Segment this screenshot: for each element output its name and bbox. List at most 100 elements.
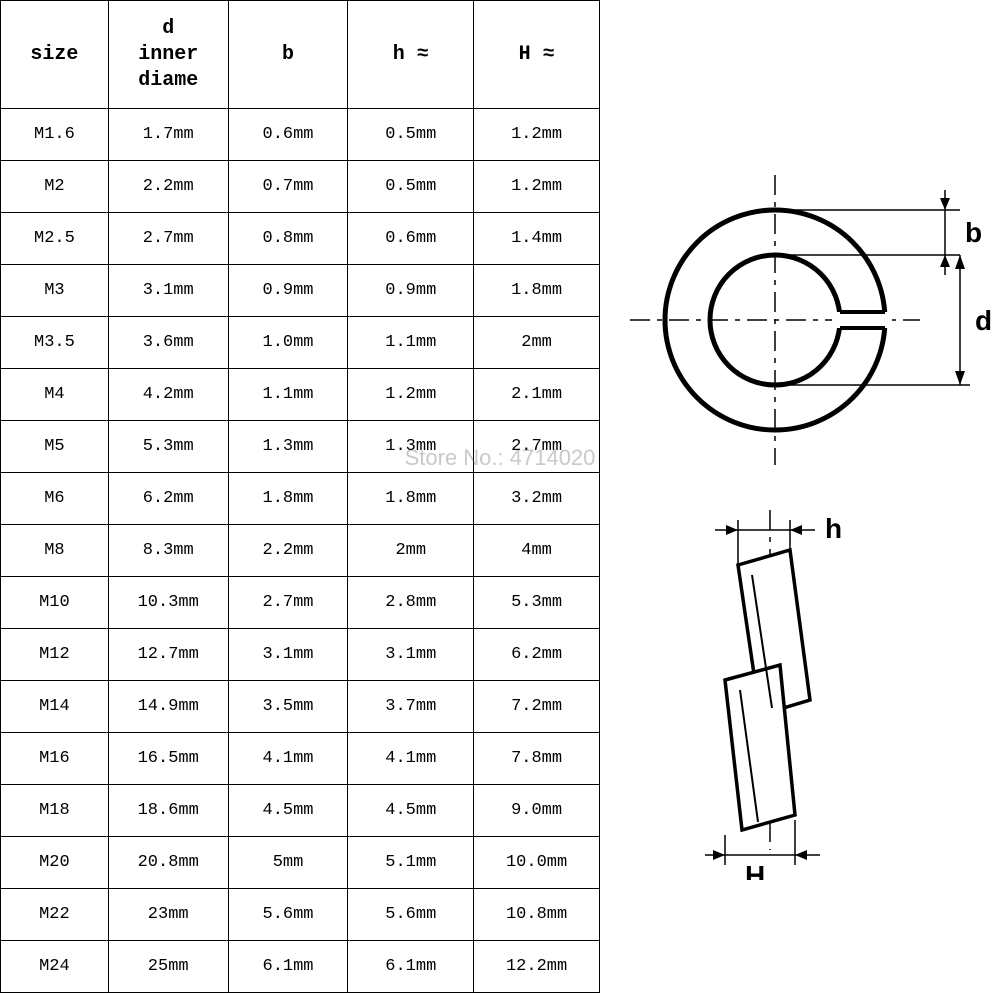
table-cell: 12.2mm: [474, 941, 600, 993]
table-cell: 2mm: [474, 317, 600, 369]
table-cell: 1.2mm: [348, 369, 474, 421]
table-cell: M10: [1, 577, 109, 629]
spec-table: size dinnerdiame b h ≈ H ≈ M1.61.7mm0.6m…: [0, 0, 600, 993]
split-gap-mask: [832, 312, 892, 328]
table-header-row: size dinnerdiame b h ≈ H ≈: [1, 1, 600, 109]
table-cell: 2mm: [348, 525, 474, 577]
table-cell: 5.6mm: [348, 889, 474, 941]
table-cell: 9.0mm: [474, 785, 600, 837]
dim-d-arrow1: [955, 255, 965, 269]
table-cell: M16: [1, 733, 109, 785]
table-cell: 6.2mm: [108, 473, 228, 525]
table-cell: 18.6mm: [108, 785, 228, 837]
table-cell: M1.6: [1, 109, 109, 161]
table-row: M2425mm6.1mm6.1mm12.2mm: [1, 941, 600, 993]
table-cell: 2.2mm: [108, 161, 228, 213]
table-cell: M4: [1, 369, 109, 421]
col-size: size: [1, 1, 109, 109]
table-cell: M20: [1, 837, 109, 889]
diagram-area: b d h: [600, 0, 1000, 1000]
table-cell: 4.5mm: [228, 785, 348, 837]
table-cell: 3.1mm: [348, 629, 474, 681]
table-cell: 0.7mm: [228, 161, 348, 213]
table-cell: 2.7mm: [108, 213, 228, 265]
table-cell: 5.6mm: [228, 889, 348, 941]
table-row: M2.52.7mm0.8mm0.6mm1.4mm: [1, 213, 600, 265]
table-cell: 5.3mm: [108, 421, 228, 473]
table-cell: 7.2mm: [474, 681, 600, 733]
col-d: dinnerdiame: [108, 1, 228, 109]
table-cell: 25mm: [108, 941, 228, 993]
table-cell: 0.5mm: [348, 161, 474, 213]
table-body: M1.61.7mm0.6mm0.5mm1.2mmM22.2mm0.7mm0.5m…: [1, 109, 600, 993]
table-row: M66.2mm1.8mm1.8mm3.2mm: [1, 473, 600, 525]
table-cell: 2.8mm: [348, 577, 474, 629]
table-row: M1414.9mm3.5mm3.7mm7.2mm: [1, 681, 600, 733]
label-h: h: [825, 513, 842, 544]
table-cell: M24: [1, 941, 109, 993]
label-b: b: [965, 217, 982, 248]
table-cell: 2.7mm: [228, 577, 348, 629]
table-row: M1616.5mm4.1mm4.1mm7.8mm: [1, 733, 600, 785]
table-row: M3.53.6mm1.0mm1.1mm2mm: [1, 317, 600, 369]
washer-side-view-diagram: h H: [630, 480, 980, 880]
table-cell: 23mm: [108, 889, 228, 941]
table-cell: 0.8mm: [228, 213, 348, 265]
table-cell: 14.9mm: [108, 681, 228, 733]
table-cell: M6: [1, 473, 109, 525]
dim-b-arrow1: [940, 198, 950, 210]
table-cell: 0.5mm: [348, 109, 474, 161]
table-cell: M18: [1, 785, 109, 837]
table-cell: 3.2mm: [474, 473, 600, 525]
table-cell: 1.2mm: [474, 109, 600, 161]
table-cell: 8.3mm: [108, 525, 228, 577]
table-cell: 16.5mm: [108, 733, 228, 785]
table-row: M2223mm5.6mm5.6mm10.8mm: [1, 889, 600, 941]
table-row: M1818.6mm4.5mm4.5mm9.0mm: [1, 785, 600, 837]
label-H: H: [745, 860, 765, 880]
table-cell: 0.9mm: [228, 265, 348, 317]
table-cell: 4.5mm: [348, 785, 474, 837]
table-cell: 1.8mm: [228, 473, 348, 525]
table-row: M1.61.7mm0.6mm0.5mm1.2mm: [1, 109, 600, 161]
label-d: d: [975, 305, 992, 336]
washer-top-view-diagram: b d: [600, 80, 1000, 500]
table-row: M44.2mm1.1mm1.2mm2.1mm: [1, 369, 600, 421]
table-cell: 6.1mm: [348, 941, 474, 993]
table-row: M1212.7mm3.1mm3.1mm6.2mm: [1, 629, 600, 681]
table-cell: 10.0mm: [474, 837, 600, 889]
table-cell: 3.1mm: [228, 629, 348, 681]
col-b: b: [228, 1, 348, 109]
table-cell: 4.1mm: [348, 733, 474, 785]
col-H: H ≈: [474, 1, 600, 109]
table-cell: 1.1mm: [348, 317, 474, 369]
table-cell: 1.1mm: [228, 369, 348, 421]
table-cell: 5.3mm: [474, 577, 600, 629]
table-cell: 3.1mm: [108, 265, 228, 317]
table-cell: 1.8mm: [348, 473, 474, 525]
table-cell: 2.7mm: [474, 421, 600, 473]
table-cell: 7.8mm: [474, 733, 600, 785]
table-cell: 0.6mm: [228, 109, 348, 161]
table-cell: 1.3mm: [348, 421, 474, 473]
table-cell: M3: [1, 265, 109, 317]
table-cell: M3.5: [1, 317, 109, 369]
dim-H-arrow1: [713, 850, 725, 860]
table-cell: M5: [1, 421, 109, 473]
table-cell: 12.7mm: [108, 629, 228, 681]
table-cell: 1.4mm: [474, 213, 600, 265]
table-row: M1010.3mm2.7mm2.8mm5.3mm: [1, 577, 600, 629]
table-cell: 10.3mm: [108, 577, 228, 629]
table-row: M55.3mm1.3mm1.3mm2.7mm: [1, 421, 600, 473]
table-cell: 4.2mm: [108, 369, 228, 421]
table-cell: 2.2mm: [228, 525, 348, 577]
table-cell: M22: [1, 889, 109, 941]
dim-H-arrow2: [795, 850, 807, 860]
table-cell: M2.5: [1, 213, 109, 265]
dim-h-arrow2: [790, 525, 802, 535]
table-cell: 3.5mm: [228, 681, 348, 733]
col-h: h ≈: [348, 1, 474, 109]
dim-b-arrow2: [940, 255, 950, 267]
table-cell: 6.1mm: [228, 941, 348, 993]
table-cell: 3.7mm: [348, 681, 474, 733]
